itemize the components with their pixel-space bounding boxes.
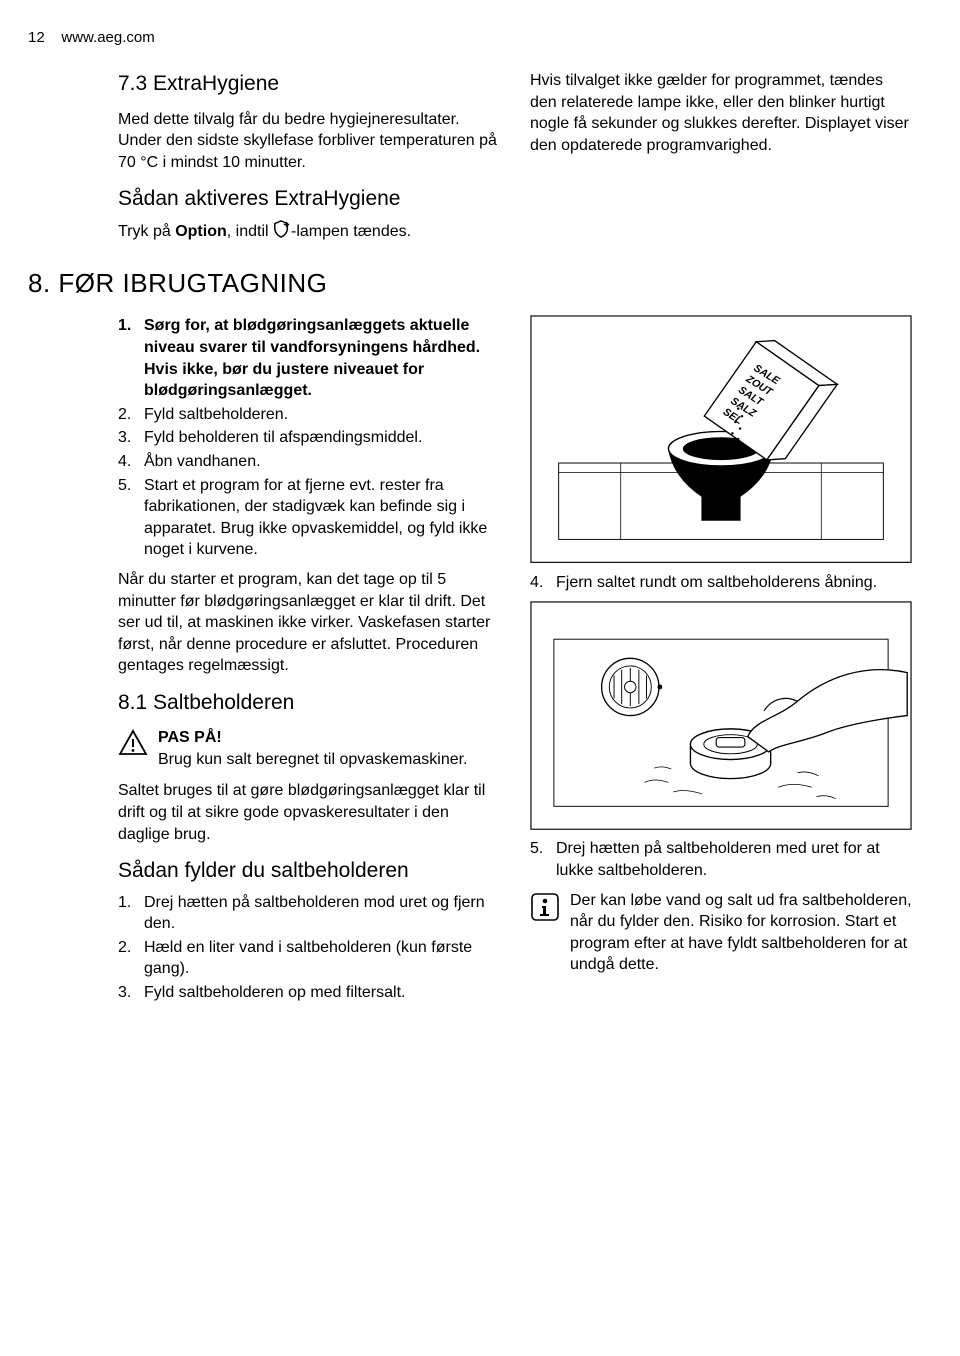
figure-salt-pour: SALE ZOUT SALT SALZ SEL <box>530 315 912 563</box>
list-text: Fyld beholderen til afspændingsmiddel. <box>144 429 422 446</box>
list-item: Fyld saltbeholderen op med filtersalt. <box>118 982 500 1004</box>
shield-plus-icon <box>273 220 291 238</box>
info-block: Der kan løbe vand og salt ud fra saltbeh… <box>530 890 912 976</box>
caution-title: PAS PÅ! <box>158 727 468 749</box>
info-text: Der kan løbe vand og salt ud fra saltbeh… <box>570 890 912 976</box>
list-fill-cont2: Drej hætten på saltbeholderen med uret f… <box>530 838 912 881</box>
caution-text: PAS PÅ! Brug kun salt beregnet til opvas… <box>158 727 468 770</box>
col-left-8: Sørg for, at blødgøringsanlæggets aktuel… <box>118 315 500 1011</box>
col-left: 7.3 ExtraHygiene Med dette tilvalg får d… <box>118 70 500 254</box>
list-fill-cont: Fjern saltet rundt om saltbeholderens åb… <box>530 572 912 594</box>
header-url: www.aeg.com <box>61 29 154 46</box>
text-fragment: , indtil <box>227 223 273 240</box>
list-item: Sørg for, at blødgøringsanlæggets aktuel… <box>118 315 500 401</box>
heading-8: 8. FØR IBRUGTAGNING <box>28 266 912 301</box>
list-text: Fjern saltet rundt om saltbeholderens åb… <box>556 574 877 591</box>
heading-fill-salt: Sådan fylder du saltbeholderen <box>118 857 500 885</box>
list-text: Drej hætten på saltbeholderen med uret f… <box>556 840 880 879</box>
list-text: Drej hætten på saltbeholderen mod uret o… <box>144 894 485 933</box>
list-text: Start et program for at fjerne evt. rest… <box>144 477 487 559</box>
list-text: Sørg for, at blødgøringsanlæggets aktuel… <box>144 317 480 399</box>
warning-triangle-icon <box>118 729 148 757</box>
section-7-3: 7.3 ExtraHygiene Med dette tilvalg får d… <box>118 70 912 254</box>
list-item: Hæld en liter vand i saltbeholderen (kun… <box>118 937 500 980</box>
list-fill: Drej hætten på saltbeholderen mod uret o… <box>118 892 500 1004</box>
list-steps: Sørg for, at blødgøringsanlæggets aktuel… <box>118 315 500 561</box>
page-number: 12 <box>28 29 45 46</box>
list-item: Fyld beholderen til afspændingsmiddel. <box>118 427 500 449</box>
caution-block: PAS PÅ! Brug kun salt beregnet til opvas… <box>118 727 500 770</box>
para-activate: Tryk på Option, indtil -lampen tændes. <box>118 220 500 243</box>
list-text: Fyld saltbeholderen. <box>144 406 288 423</box>
figure-close-cap <box>530 601 912 830</box>
col-right: Hvis tilvalget ikke gælder for programme… <box>530 70 912 254</box>
text-fragment: Tryk på <box>118 223 175 240</box>
text-bold: Option <box>175 223 227 240</box>
list-text: Hæld en liter vand i saltbeholderen (kun… <box>144 939 472 978</box>
para-right: Hvis tilvalget ikke gælder for programme… <box>530 70 912 156</box>
list-item: Drej hætten på saltbeholderen mod uret o… <box>118 892 500 935</box>
para-after-list: Når du starter et program, kan det tage … <box>118 569 500 677</box>
list-item: Drej hætten på saltbeholderen med uret f… <box>530 838 912 881</box>
list-text: Fyld saltbeholderen op med filtersalt. <box>144 984 405 1001</box>
heading-8-1: 8.1 Saltbeholderen <box>118 689 500 717</box>
col-right-8: SALE ZOUT SALT SALZ SEL Fjern saltet run… <box>530 315 912 1011</box>
para-salt-purpose: Saltet bruges til at gøre blødgøringsanl… <box>118 780 500 845</box>
list-text: Åbn vandhanen. <box>144 453 261 470</box>
list-item: Fyld saltbeholderen. <box>118 404 500 426</box>
info-icon <box>530 892 560 922</box>
page-header: 12 www.aeg.com <box>28 28 912 48</box>
heading-activate: Sådan aktiveres ExtraHygiene <box>118 185 500 213</box>
list-item: Start et program for at fjerne evt. rest… <box>118 475 500 561</box>
caution-body: Brug kun salt beregnet til opvaskemaskin… <box>158 749 468 771</box>
section-8-body: Sørg for, at blødgøringsanlæggets aktuel… <box>118 315 912 1011</box>
para-7-3-intro: Med dette tilvalg får du bedre hygiejner… <box>118 109 500 174</box>
list-item: Fjern saltet rundt om saltbeholderens åb… <box>530 572 912 594</box>
heading-7-3: 7.3 ExtraHygiene <box>118 70 500 98</box>
list-item: Åbn vandhanen. <box>118 451 500 473</box>
text-fragment: -lampen tændes. <box>291 223 411 240</box>
